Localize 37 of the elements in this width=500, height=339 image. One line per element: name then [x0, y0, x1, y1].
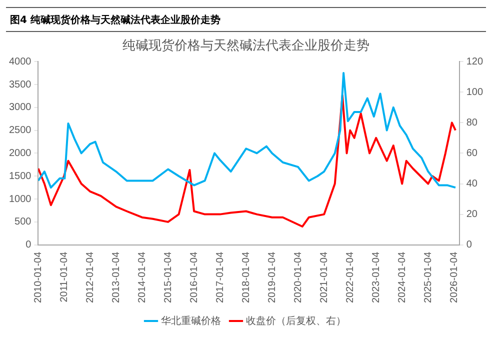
y-tick-label: 3000: [8, 102, 32, 114]
x-tick-label: 2013-01-04: [111, 251, 122, 304]
chart-title: 纯碱现货价格与天然碱法代表企业股价走势: [122, 37, 370, 52]
y-tick-label: 3500: [8, 79, 32, 90]
y2-tick-label: 80: [466, 117, 478, 128]
legend-label: 收盘价（后复权、右）: [246, 314, 346, 327]
x-tick-label: 2016-01-04: [188, 251, 200, 304]
x-tick-label: 2022-01-04: [345, 251, 356, 304]
x-tick-label: 2021-01-04: [319, 251, 330, 304]
x-tick-label: 2024-01-04: [397, 251, 408, 304]
x-tick-label: 2020-01-04: [293, 251, 304, 304]
x-tick-label: 2012-01-04: [84, 251, 96, 304]
x-tick-label: 2011-01-04: [58, 251, 70, 302]
x-tick-label: 2025-01-04: [423, 251, 434, 304]
x-tick-label: 2015-01-04: [163, 251, 174, 304]
y2-tick-label: 120: [466, 56, 484, 68]
y-tick-label: 500: [14, 216, 32, 228]
y2-tick-label: 0: [466, 240, 472, 251]
y-tick-label: 2000: [8, 148, 32, 159]
y2-tick-label: 100: [466, 86, 484, 98]
chart-subtitle: 图4 纯碱现货价格与天然碱法代表企业股价走势: [9, 14, 220, 26]
y2-tick-label: 20: [466, 209, 478, 220]
y2-tick-label: 40: [466, 178, 478, 190]
x-tick-label: 2018-01-04: [241, 251, 252, 304]
y-tick-label: 0: [26, 240, 32, 251]
x-tick-label: 2026-01-04: [449, 251, 460, 304]
x-tick-label: 2014-01-04: [137, 251, 148, 304]
y2-tick-label: 60: [466, 148, 478, 159]
y-tick-label: 4000: [8, 56, 32, 68]
y-tick-label: 1500: [8, 170, 32, 182]
x-tick-label: 2019-01-04: [267, 251, 278, 304]
y-tick-label: 2500: [8, 125, 32, 136]
legend-label: 华北重碱价格: [161, 314, 221, 327]
x-tick-label: 2010-01-04: [32, 251, 44, 304]
x-tick-label: 2023-01-04: [371, 251, 382, 304]
y-tick-label: 1000: [8, 194, 32, 205]
x-tick-label: 2017-01-04: [215, 251, 226, 304]
